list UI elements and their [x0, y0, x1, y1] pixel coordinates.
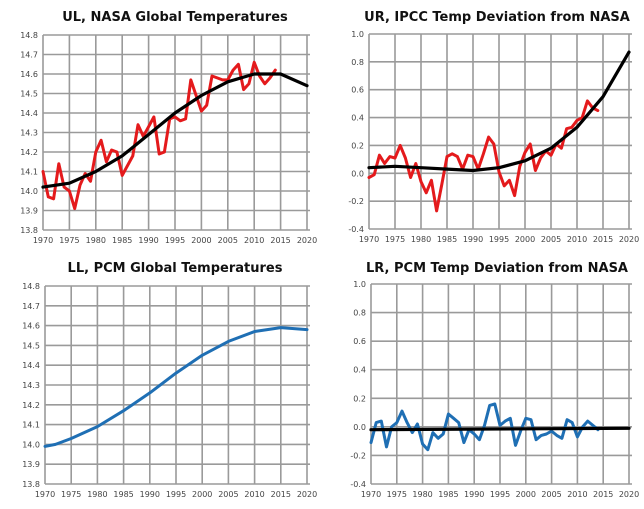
trend-line-ur: [367, 50, 631, 173]
y-tick-label: 14.7: [20, 51, 38, 60]
x-tick-label: 2005: [541, 490, 561, 499]
y-tick-label: 13.9: [20, 207, 38, 216]
x-tick-label: 1990: [138, 236, 158, 245]
x-tick-label: 1970: [33, 236, 53, 245]
plot-lr: 1970 1975 1980 1985 1990 1995 2000 2005 2010 2015…: [350, 280, 639, 499]
y-tick-label: 0.2: [351, 141, 364, 150]
x-tick-label: 1985: [113, 490, 133, 499]
data-line-lr: [369, 402, 600, 452]
x-tick-label: 1970: [361, 490, 381, 499]
y-tick-label: 0.0: [353, 423, 366, 432]
y-tick-label: 14.2: [20, 148, 38, 157]
x-tick-label: 2000: [515, 235, 535, 244]
y-tick-label: 0.4: [353, 366, 366, 375]
x-tick-label: 1985: [438, 490, 458, 499]
y-tick-label: -0.4: [348, 225, 364, 234]
x-tick-label: 2010: [567, 235, 587, 244]
y-tick-label: 0.6: [353, 337, 366, 346]
x-tick-label: 1995: [166, 490, 186, 499]
x-tick-label: 2005: [541, 235, 561, 244]
x-tick-label: 2005: [218, 236, 238, 245]
x-tick-label: 1975: [387, 490, 407, 499]
y-tick-label: 14.3: [20, 129, 38, 138]
chart-title-ur: UR, IPCC Temp Deviation from NASA: [364, 10, 630, 25]
data-line-ll: [43, 326, 309, 448]
x-tick-label: 2000: [192, 490, 212, 499]
x-tick-label: 1975: [385, 235, 405, 244]
y-tick-label: 14.7: [22, 302, 40, 311]
y-tick-label: 13.9: [22, 460, 40, 469]
x-tick-label: 2000: [191, 236, 211, 245]
x-tick-label: 1985: [437, 235, 457, 244]
x-tick-label: 1980: [411, 235, 431, 244]
y-tick-label: 0.0: [351, 169, 364, 178]
y-tick-label: 14.0: [22, 440, 40, 449]
x-tick-label: 2015: [593, 490, 613, 499]
x-tick-label: 2010: [244, 236, 264, 245]
y-tick-label: -0.2: [350, 451, 366, 460]
x-tick-label: 2010: [567, 490, 587, 499]
y-tick-label: 14.5: [22, 341, 40, 350]
x-tick-label: 2020: [297, 490, 317, 499]
y-tick-label: 0.6: [351, 86, 364, 95]
y-tick-label: 1.0: [353, 280, 366, 289]
y-tick-label: 0.8: [351, 58, 364, 67]
plot-ll: 1970 1975 1980 1985 1990 1995 2000 2005 2010 2015…: [22, 282, 317, 499]
y-tick-label: 14.3: [22, 381, 40, 390]
y-tick-label: 14.1: [22, 421, 40, 430]
x-tick-label: 2010: [244, 490, 264, 499]
y-tick-label: 14.4: [20, 109, 38, 118]
x-tick-label: 1980: [86, 236, 106, 245]
x-tick-label: 1995: [489, 235, 509, 244]
y-tick-label: 14.0: [20, 187, 38, 196]
y-tick-label: 14.8: [20, 31, 38, 40]
x-tick-label: 1990: [140, 490, 160, 499]
chart-title-lr: LR, PCM Temp Deviation from NASA: [366, 261, 628, 276]
x-tick-label: 1980: [87, 490, 107, 499]
y-tick-label: 14.6: [22, 322, 40, 331]
plot-ur: 1970 1975 1980 1985 1990 1995 2000 2005 2010 2015…: [348, 30, 639, 244]
x-tick-label: 2015: [271, 490, 291, 499]
chart-title-ll: LL, PCM Global Temperatures: [68, 261, 283, 276]
plot-ul: 1970 1975 1980 1985 1990 1995 2000 2005 2010 2015…: [20, 31, 317, 245]
y-tick-label: 0.4: [351, 114, 364, 123]
y-tick-label: -0.2: [348, 197, 364, 206]
x-tick-label: 1975: [59, 236, 79, 245]
x-tick-label: 1980: [412, 490, 432, 499]
x-tick-label: 1975: [61, 490, 81, 499]
y-tick-label: 14.1: [20, 168, 38, 177]
x-tick-label: 1990: [464, 490, 484, 499]
x-tick-label: 1995: [165, 236, 185, 245]
y-tick-label: 14.2: [22, 401, 40, 410]
data-line-ur: [367, 99, 600, 213]
x-tick-label: 1995: [490, 490, 510, 499]
y-tick-label: 14.6: [20, 70, 38, 79]
y-tick-label: 14.8: [22, 282, 40, 291]
x-tick-label: 2000: [516, 490, 536, 499]
y-tick-label: -0.4: [350, 480, 366, 489]
x-tick-label: 1990: [463, 235, 483, 244]
y-tick-label: 14.4: [22, 361, 40, 370]
y-tick-label: 1.0: [351, 30, 364, 39]
x-tick-label: 2020: [619, 490, 639, 499]
x-tick-label: 2015: [593, 235, 613, 244]
x-tick-label: 2015: [270, 236, 290, 245]
y-tick-label: 14.5: [20, 90, 38, 99]
x-tick-label: 1985: [112, 236, 132, 245]
y-tick-label: 0.2: [353, 394, 366, 403]
trend-line-ul: [41, 72, 309, 189]
trend-line-lr: [369, 426, 631, 432]
data-line-ul: [41, 60, 277, 211]
x-tick-label: 1970: [35, 490, 55, 499]
y-tick-label: 13.8: [20, 226, 38, 235]
x-tick-label: 1970: [359, 235, 379, 244]
chart-title-ul: UL, NASA Global Temperatures: [62, 10, 288, 25]
x-tick-label: 2020: [619, 235, 639, 244]
y-tick-label: 0.8: [353, 309, 366, 318]
x-tick-label: 2005: [218, 490, 238, 499]
y-tick-label: 13.8: [22, 480, 40, 489]
x-tick-label: 2020: [297, 236, 317, 245]
